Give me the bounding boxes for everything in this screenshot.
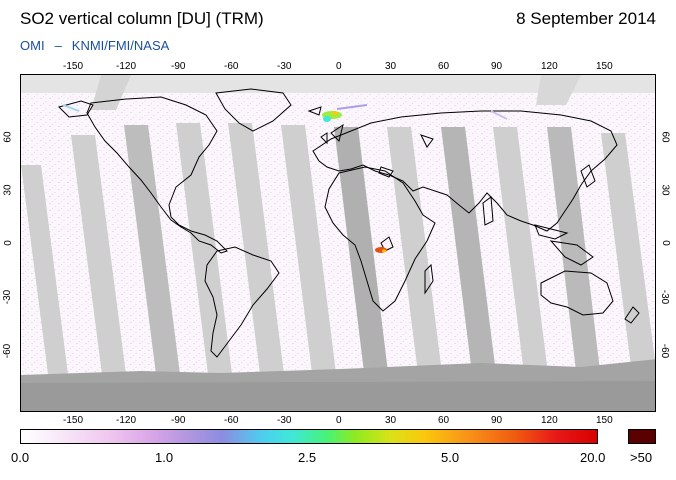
credit-agencies: KNMI/FMI/NASA: [71, 38, 170, 53]
world-map-svg: [21, 75, 655, 411]
colorbar-over-label: >50: [630, 450, 653, 465]
x-tick-top: 60: [438, 61, 450, 72]
x-tick-top: -90: [171, 61, 186, 72]
orbit-gaps: [21, 123, 655, 411]
x-tick-top: -150: [63, 61, 84, 72]
map-title: SO2 vertical column [DU] (TRM): [20, 9, 264, 28]
coastlines: [58, 88, 640, 358]
so2-features: [62, 104, 508, 253]
y-tick-left: 60: [2, 131, 14, 143]
x-tick-bottom: 150: [596, 415, 613, 426]
map-date: 8 September 2014: [516, 9, 656, 28]
x-tick-top: 90: [491, 61, 503, 72]
colorbar-label: 5.0: [441, 450, 460, 465]
x-tick-top: 0: [336, 61, 342, 72]
so2-map: [20, 74, 656, 412]
x-tick-top: 30: [385, 61, 397, 72]
x-tick-bottom: -90: [171, 415, 186, 426]
colorbar: [20, 429, 598, 444]
credit-separator: –: [54, 38, 62, 53]
x-tick-top: -60: [224, 61, 239, 72]
colorbar-label: 0.0: [11, 450, 30, 465]
x-tick-top: -120: [116, 61, 137, 72]
credit-instrument: OMI: [20, 38, 45, 53]
y-tick-right: -30: [659, 289, 671, 305]
colorbar-overflow-swatch: [628, 429, 656, 444]
x-tick-bottom: 60: [438, 415, 450, 426]
x-tick-bottom: -60: [224, 415, 239, 426]
y-tick-right: -60: [659, 343, 671, 359]
y-tick-left: -60: [2, 343, 14, 359]
arctic-band: [21, 75, 655, 110]
x-tick-bottom: 90: [491, 415, 503, 426]
x-tick-bottom: -150: [63, 415, 84, 426]
x-tick-bottom: 30: [385, 415, 397, 426]
credit-line: OMI – KNMI/FMI/NASA: [20, 38, 169, 53]
y-tick-right: 30: [659, 184, 671, 196]
x-tick-bottom: 0: [336, 415, 342, 426]
y-tick-left: 0: [2, 240, 14, 246]
x-tick-bottom: -30: [277, 415, 292, 426]
x-tick-top: -30: [277, 61, 292, 72]
x-tick-top: 120: [541, 61, 558, 72]
x-tick-bottom: 120: [541, 415, 558, 426]
y-tick-right: 0: [659, 240, 671, 246]
x-tick-top: 150: [596, 61, 613, 72]
polar-night: [21, 359, 655, 411]
y-tick-left: -30: [2, 289, 14, 305]
colorbar-label: 2.5: [298, 450, 317, 465]
y-tick-right: 60: [659, 131, 671, 143]
y-tick-left: 30: [2, 184, 14, 196]
x-tick-bottom: -120: [116, 415, 137, 426]
colorbar-label: 20.0: [580, 450, 606, 465]
colorbar-label: 1.0: [155, 450, 174, 465]
